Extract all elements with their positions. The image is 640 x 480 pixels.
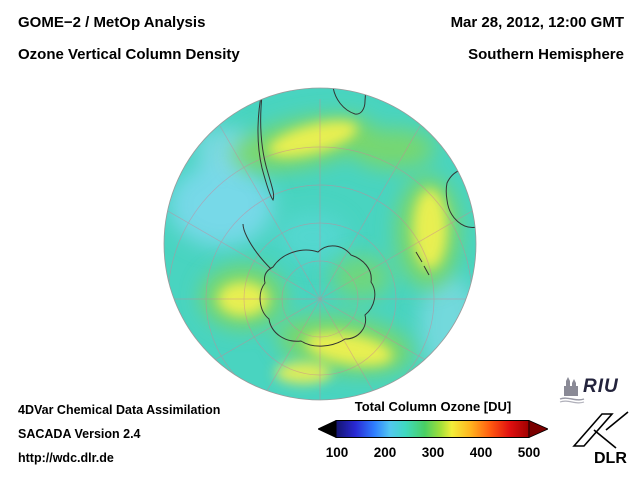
riu-logo-text: RIU (583, 376, 619, 397)
website-url: http://wdc.dlr.de (18, 451, 114, 465)
colorbar-title: Total Column Ozone [DU] (354, 399, 512, 414)
colorbar-tick-100: 100 (325, 445, 349, 460)
page-subtitle: Ozone Vertical Column Density (18, 46, 240, 63)
riu-cathedral-icon (559, 377, 585, 404)
page-title: GOME−2 / MetOp Analysis (18, 14, 206, 31)
colorbar-right-arrow (528, 419, 549, 439)
assimilation-label: 4DVar Chemical Data Assimilation (18, 403, 221, 417)
version-label: SACADA Version 2.4 (18, 427, 141, 441)
colorbar (317, 419, 549, 443)
dlr-logo (568, 408, 634, 452)
colorbar-tick-500: 500 (517, 445, 541, 460)
colorbar-tick-200: 200 (373, 445, 397, 460)
colorbar-tick-400: 400 (469, 445, 493, 460)
timestamp-label: Mar 28, 2012, 12:00 GMT (450, 14, 624, 31)
coastlines (242, 88, 476, 347)
dlr-wings-icon (572, 411, 629, 449)
colorbar-tick-300: 300 (421, 445, 445, 460)
colorbar-left-arrow (317, 419, 337, 439)
dlr-logo-text: DLR (594, 450, 627, 467)
globe-map-image (163, 87, 477, 401)
hemisphere-label: Southern Hemisphere (468, 46, 624, 63)
riu-logo (556, 376, 632, 406)
colorbar-gradient (317, 419, 549, 439)
globe-map (163, 87, 477, 401)
